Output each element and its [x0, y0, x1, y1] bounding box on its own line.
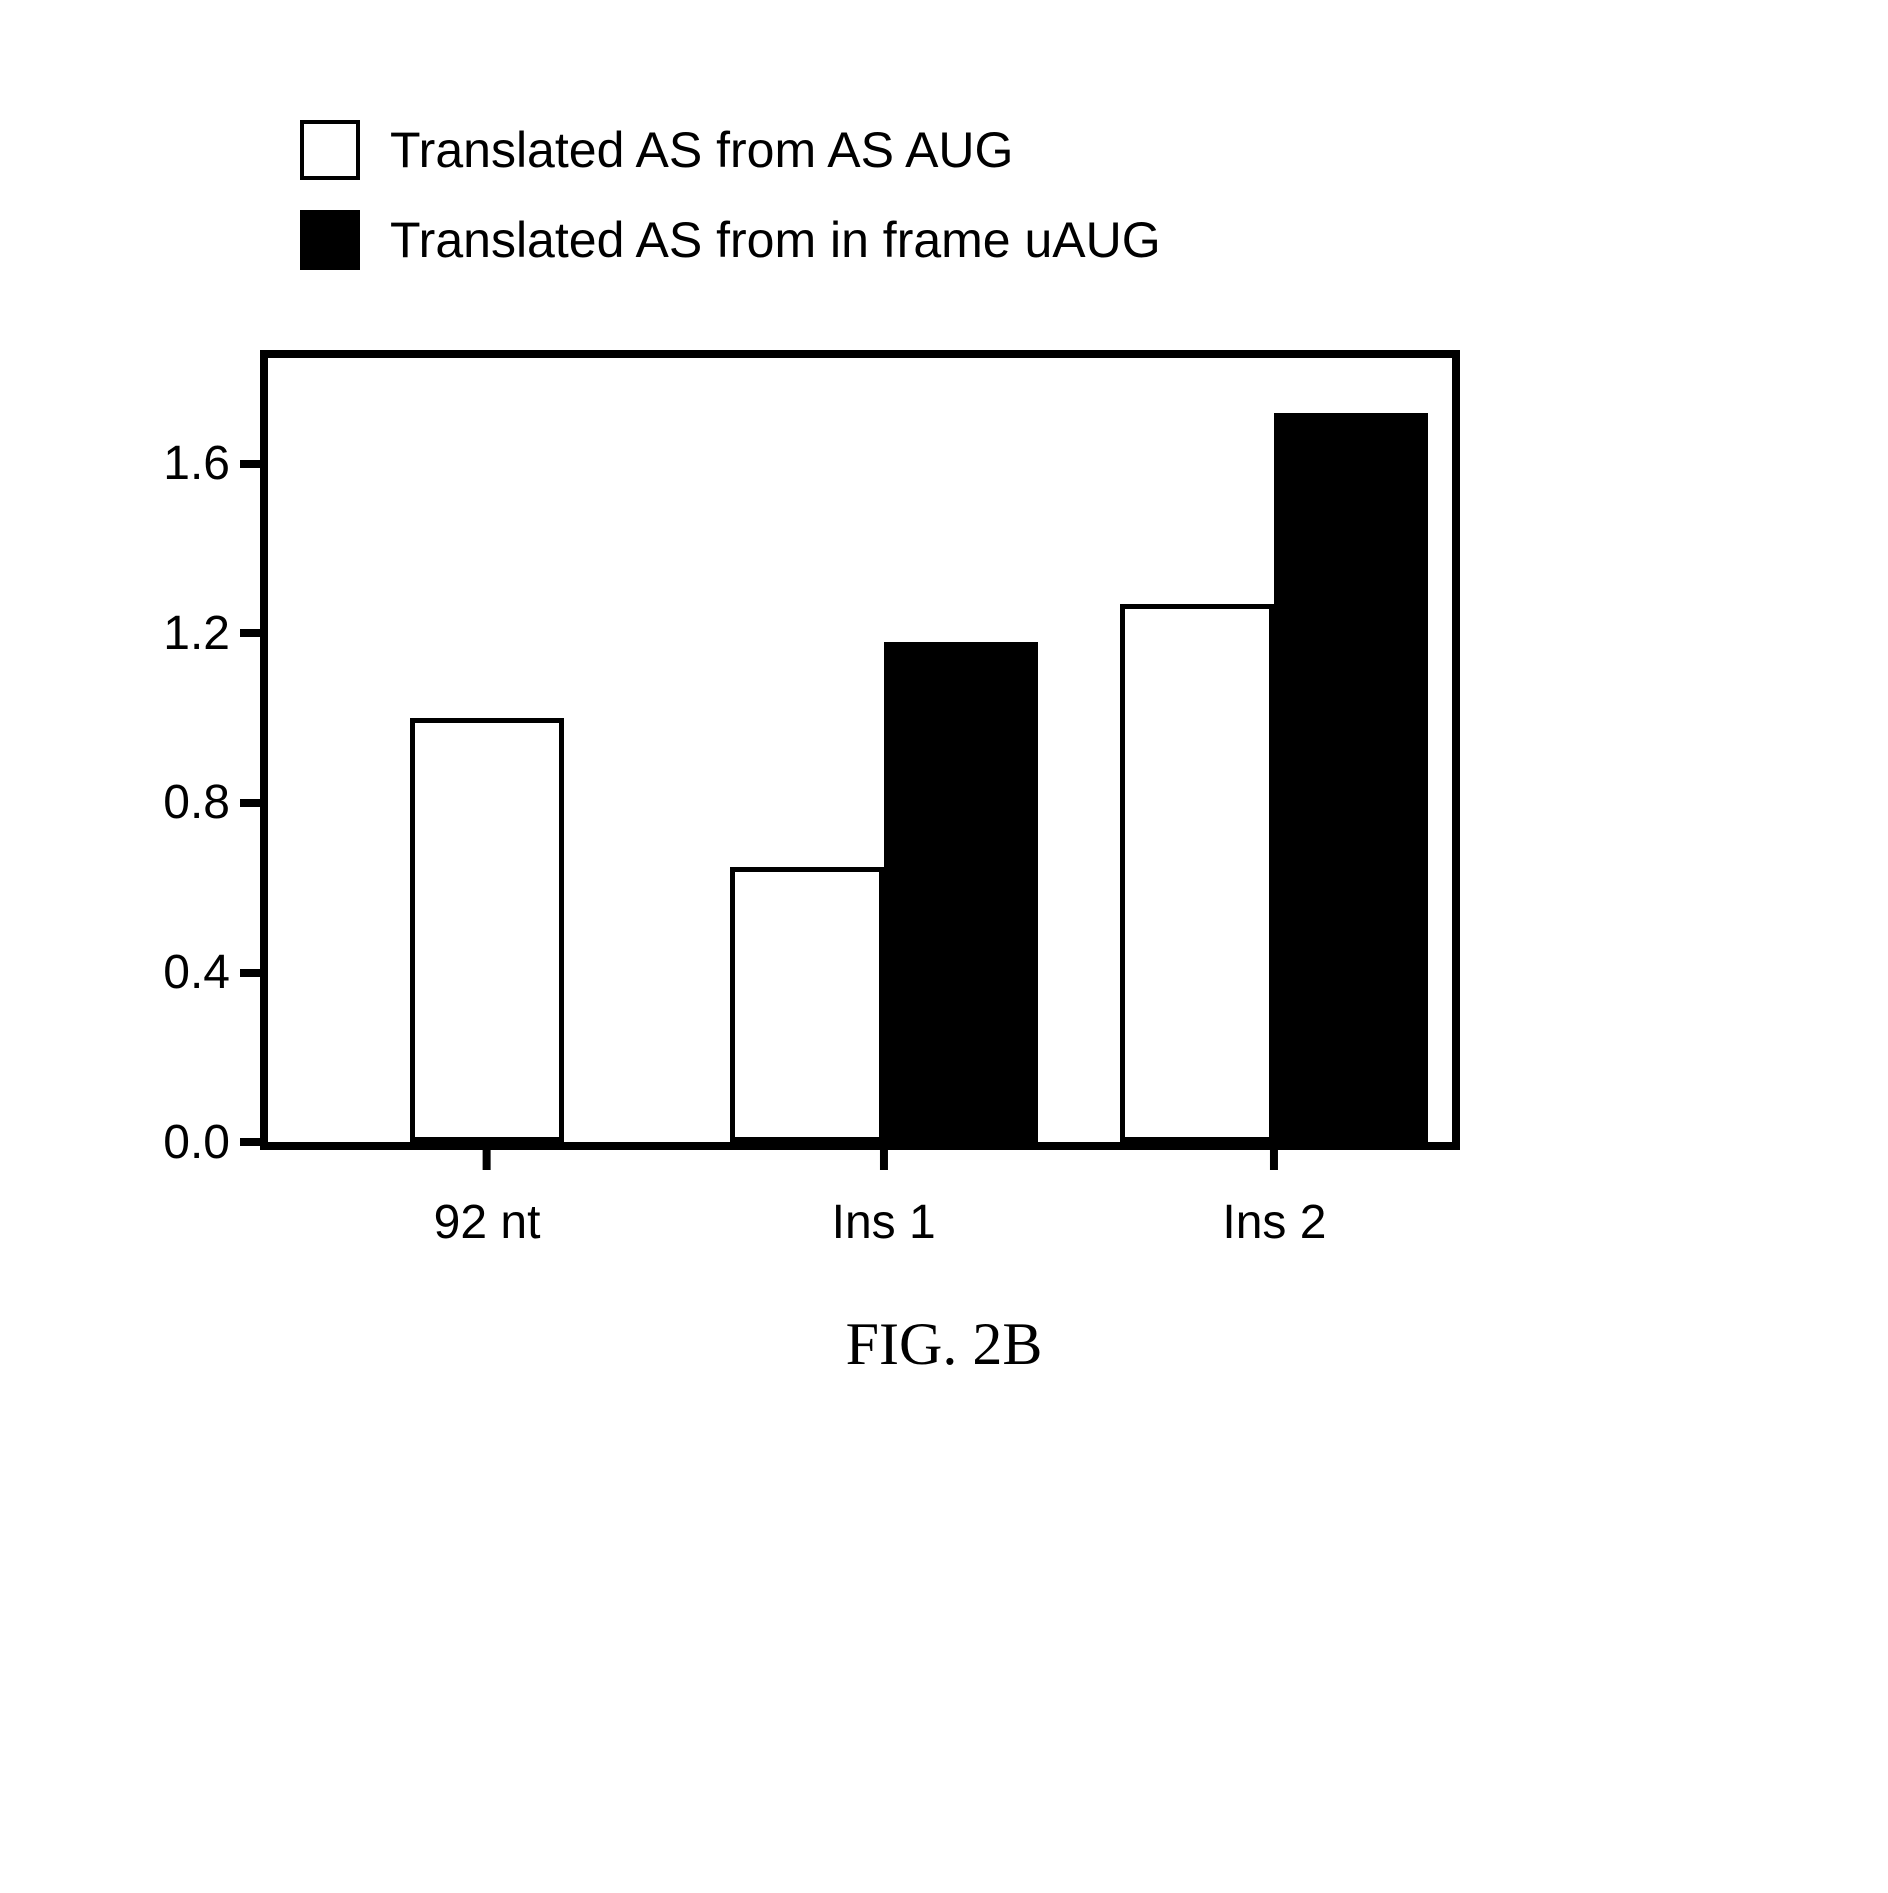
x-tick: Ins 2	[1222, 1150, 1326, 1250]
y-tick-label: 0.8	[163, 775, 230, 830]
x-tick: Ins 1	[832, 1150, 936, 1250]
y-tick: 0.4	[240, 969, 260, 977]
x-tick-mark	[1270, 1150, 1278, 1170]
chart-bar	[884, 642, 1038, 1142]
bar-group-container	[268, 358, 1452, 1142]
x-tick-label: Ins 1	[832, 1195, 936, 1250]
chart-wrapper: Relative AS Expression 0.00.40.81.21.6 9…	[260, 350, 1768, 1150]
y-tick-label: 0.4	[163, 945, 230, 1000]
figure-container: Translated AS from AS AUG Translated AS …	[120, 120, 1768, 1379]
figure-caption: FIG. 2B	[120, 1310, 1768, 1379]
y-tick-mark	[240, 460, 260, 468]
legend-item: Translated AS from in frame uAUG	[300, 210, 1768, 270]
chart-bar	[1274, 413, 1428, 1142]
y-tick-mark	[240, 969, 260, 977]
legend-swatch	[300, 210, 360, 270]
x-tick-label: Ins 2	[1222, 1195, 1326, 1250]
legend: Translated AS from AS AUG Translated AS …	[300, 120, 1768, 270]
chart-bar	[410, 718, 564, 1142]
legend-label: Translated AS from AS AUG	[390, 121, 1013, 179]
y-tick-mark	[240, 1138, 260, 1146]
x-tick-mark	[483, 1150, 491, 1170]
x-tick-mark	[880, 1150, 888, 1170]
legend-item: Translated AS from AS AUG	[300, 120, 1768, 180]
y-tick-mark	[240, 799, 260, 807]
y-tick: 1.2	[240, 629, 260, 637]
chart-bar	[1120, 604, 1274, 1142]
y-tick-label: 1.2	[163, 606, 230, 661]
x-tick-label: 92 nt	[434, 1195, 541, 1250]
y-tick: 0.0	[240, 1138, 260, 1146]
y-tick-label: 1.6	[163, 436, 230, 491]
legend-label: Translated AS from in frame uAUG	[390, 211, 1161, 269]
y-tick-mark	[240, 629, 260, 637]
y-tick: 1.6	[240, 460, 260, 468]
y-tick: 0.8	[240, 799, 260, 807]
y-tick-label: 0.0	[163, 1115, 230, 1170]
chart-plot-area: 0.00.40.81.21.6 92 ntIns 1Ins 2	[260, 350, 1460, 1150]
x-tick: 92 nt	[434, 1150, 541, 1250]
chart-bar	[730, 867, 884, 1142]
legend-swatch	[300, 120, 360, 180]
